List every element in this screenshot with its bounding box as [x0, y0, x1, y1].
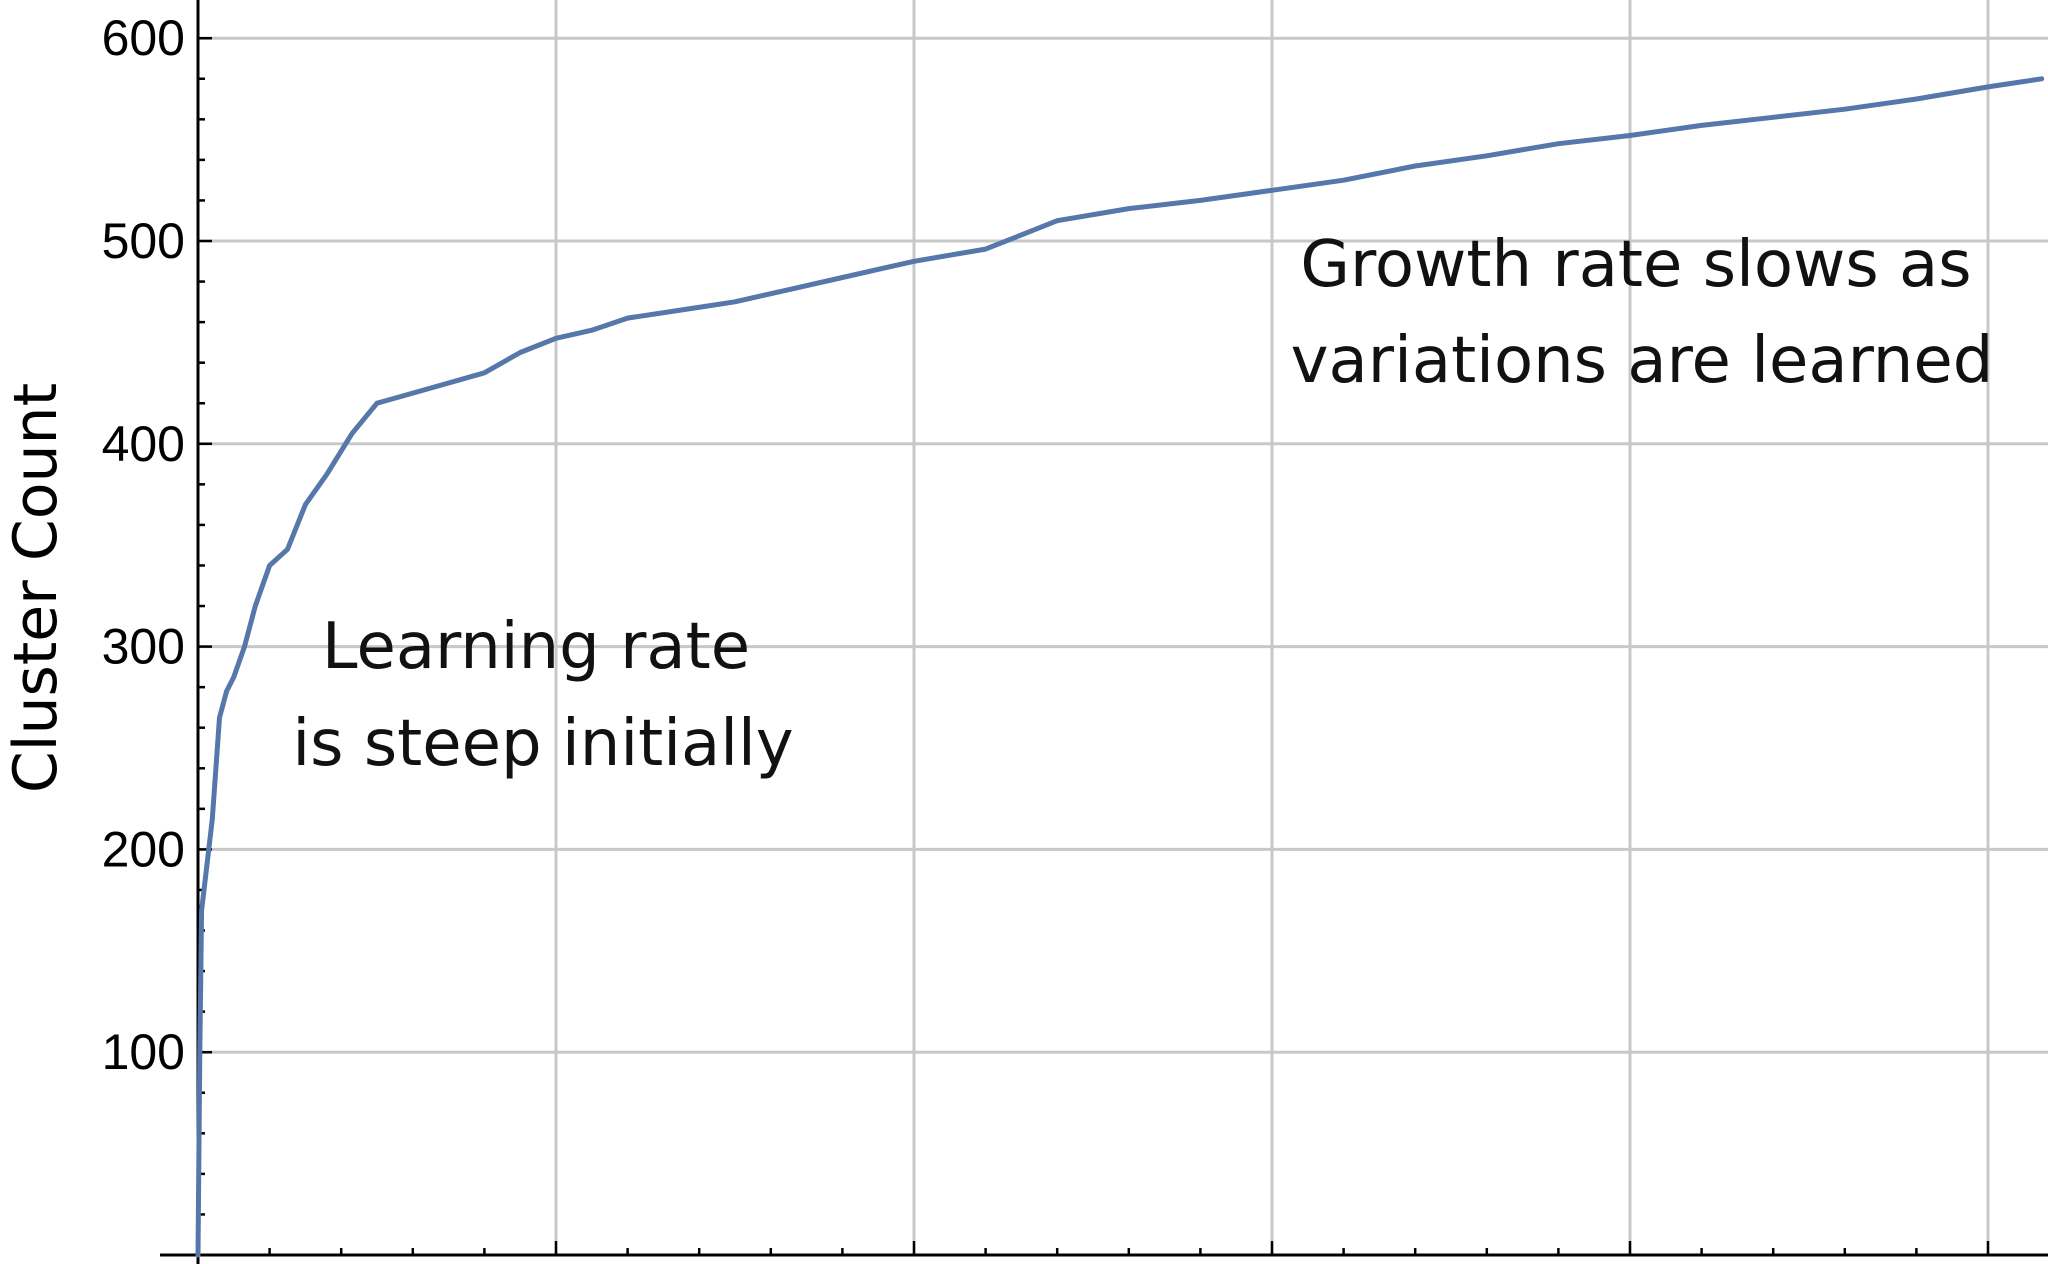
annotation-learning-rate-line2: is steep initially — [292, 707, 793, 781]
y-tick-label-600: 600 — [102, 10, 185, 66]
y-tick-label-400: 400 — [102, 416, 185, 472]
y-tick-label-300: 300 — [102, 619, 185, 675]
y-tick-label-500: 500 — [102, 213, 185, 269]
grid-layer — [198, 0, 2048, 1255]
series-line-0 — [195, 76, 2045, 1258]
y-axis-title: Cluster Count — [1, 383, 71, 793]
y-tick-label-200: 200 — [102, 821, 185, 877]
annotation-growth-rate-line2: variations are learned — [1291, 324, 1994, 398]
series-layer — [195, 76, 2045, 1258]
annotation-growth-rate-line1: Growth rate slows as — [1300, 228, 1971, 302]
label-layer: Cluster Count Learning rate is steep ini… — [1, 228, 1993, 793]
y-tick-label-100: 100 — [102, 1024, 185, 1080]
annotation-learning-rate-line1: Learning rate — [322, 610, 750, 684]
